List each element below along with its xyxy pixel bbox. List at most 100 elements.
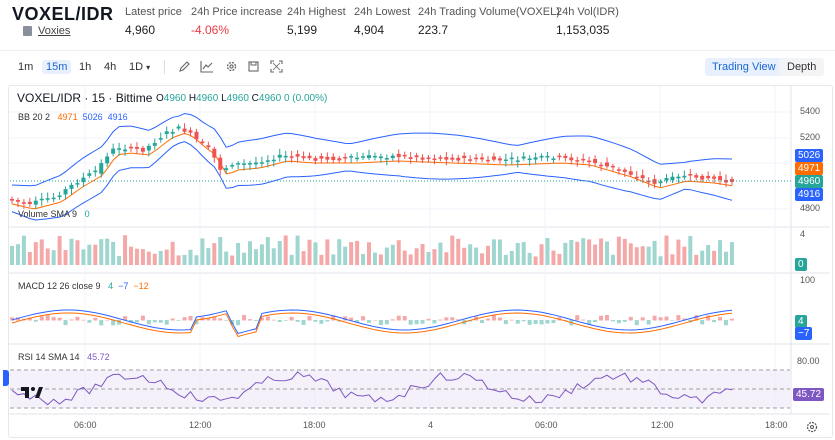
bb-upper-value: 5026 (82, 112, 103, 122)
macd-hist-bar (432, 320, 437, 324)
upper-band-tag: 5026 (795, 149, 824, 162)
candle-body (652, 179, 657, 184)
candle-body (87, 173, 92, 176)
candle-body (551, 158, 556, 161)
price-axis-label: 4800 (800, 203, 821, 213)
candle-body (545, 155, 550, 158)
macd-hist-tag: 4 (795, 315, 807, 328)
candle-body (575, 160, 580, 162)
fullscreen-icon[interactable] (269, 60, 283, 74)
candle-body (515, 160, 520, 162)
macd-hist-bar (51, 317, 56, 321)
volume-bar (724, 251, 728, 265)
candle-body (105, 156, 110, 164)
candle-body (295, 154, 300, 157)
volume-bar (242, 252, 247, 265)
volume-bar (27, 251, 32, 265)
timeframe-1d[interactable]: 1D ▾ (125, 60, 154, 74)
volume-bar (712, 250, 717, 265)
indicator-icon[interactable] (200, 60, 214, 74)
last-price-tag: 4960 (795, 175, 824, 188)
rsi-axis-label: 80.00 (797, 356, 820, 366)
macd-hist-bar (664, 316, 669, 321)
macd-label: MACD 12 26 close 9 (18, 281, 101, 291)
volume-bar (230, 255, 235, 265)
macd-hist-bar (456, 319, 461, 321)
macd-hist-bar (587, 320, 592, 325)
volume-bar (408, 254, 413, 265)
settings-icon[interactable] (224, 60, 238, 74)
candle-body (230, 165, 235, 167)
macd-hist-bar (646, 320, 651, 325)
volume-bar (337, 239, 342, 265)
volume-bar (414, 248, 419, 265)
expand-handle[interactable] (3, 370, 9, 386)
timeframe-1m[interactable]: 1m (18, 61, 34, 73)
candle-body (563, 155, 568, 158)
macd-hist-bar (414, 320, 419, 325)
token-name-link[interactable]: Voxies (38, 25, 71, 37)
volume-bar (527, 252, 532, 265)
volume-bar (117, 256, 122, 265)
macd-hist-value: 4 (108, 281, 114, 291)
candle-body (212, 148, 217, 158)
chart-area[interactable] (8, 85, 833, 438)
volume-bar (670, 254, 675, 265)
candle-body (307, 155, 312, 159)
timeframe-15m[interactable]: 15m (42, 60, 72, 74)
candle-body (301, 156, 306, 159)
ohlc-change-value: 0 (0.00%) (283, 93, 328, 104)
macd-hist-bar (69, 319, 74, 321)
settings-icon[interactable] (806, 420, 818, 433)
pencil-icon[interactable] (177, 60, 191, 74)
macd-hist-bar (712, 320, 717, 323)
candle-body (605, 162, 609, 167)
candle-body (676, 176, 681, 179)
bollinger-bands (11, 113, 733, 221)
macd-hist-bar (331, 315, 336, 321)
candle-body (319, 156, 324, 159)
volume-bar (587, 239, 592, 265)
candle-body (188, 130, 193, 133)
volume-bar (75, 240, 80, 265)
time-axis-label: 06:00 (535, 420, 558, 430)
volume-tag: 0 (795, 258, 807, 271)
macd-hist-bar (503, 320, 508, 325)
volume-bar (599, 238, 604, 265)
rsi-band-fill (10, 370, 790, 408)
macd-hist-bar (509, 319, 514, 321)
volume-bar (134, 248, 139, 265)
volume-bar (152, 253, 157, 265)
macd-hist-bar (724, 320, 728, 326)
snapshot-icon[interactable] (246, 60, 260, 74)
candle-body (200, 141, 205, 144)
volume-bar (361, 254, 366, 265)
candle-body (271, 159, 276, 162)
ohlc-open-key: O (156, 93, 164, 104)
macd-hist-bar (450, 317, 455, 321)
candle-body (622, 169, 627, 172)
volume-bar (688, 236, 693, 265)
price-axis-label: 5200 (800, 132, 821, 142)
timeframe-4h[interactable]: 4h (104, 61, 117, 73)
tradingview-logo (20, 385, 44, 401)
trading-view-button[interactable]: Trading View (705, 58, 783, 76)
volume-legend: Volume SMA 9 0 (18, 209, 90, 219)
volume-bar (432, 249, 437, 265)
candle-body (248, 163, 252, 165)
depth-button[interactable]: Depth (779, 58, 825, 76)
macd-legend: MACD 12 26 close 9 4 −7 −12 (18, 281, 149, 291)
volume-bar (605, 241, 609, 265)
macd-hist-bar (408, 320, 413, 325)
stat-value-latest-price: 4,960 (125, 23, 156, 37)
ohlc-close-key: C (251, 93, 259, 104)
volume-bar (295, 235, 300, 265)
macd-hist-bar (57, 317, 62, 321)
macd-hist-bar (444, 317, 449, 321)
volume-bar (402, 250, 407, 265)
macd-hist-bar (182, 317, 187, 321)
volume-bar (378, 254, 383, 265)
macd-hist-bar (319, 320, 324, 324)
timeframe-1h[interactable]: 1h (79, 61, 92, 73)
